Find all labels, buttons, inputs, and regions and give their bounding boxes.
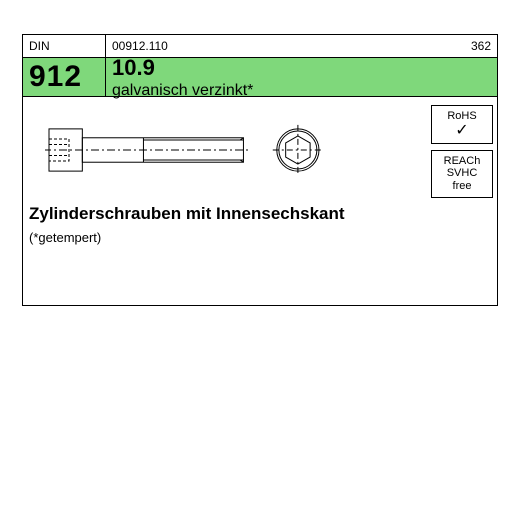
standard-label: DIN — [23, 35, 106, 57]
standard-number: 912 — [23, 58, 106, 96]
header-row-1: DIN 00912.110 362 — [23, 35, 497, 58]
product-card: DIN 00912.110 362 912 10.9 galvanisch ve… — [0, 0, 520, 520]
part-code: 00912.110 — [106, 35, 445, 57]
product-title: Zylinderschrauben mit Innensechskant — [23, 204, 497, 224]
bolt-drawing — [45, 115, 345, 185]
page-code: 362 — [445, 35, 497, 57]
material-cell: 10.9 galvanisch verzinkt* — [106, 58, 497, 96]
spec-sheet: DIN 00912.110 362 912 10.9 galvanisch ve… — [22, 34, 498, 306]
temper-note: (*getempert) — [23, 230, 497, 245]
drawing-area — [23, 97, 497, 192]
header-row-2: 912 10.9 galvanisch verzinkt* — [23, 58, 497, 97]
strength-grade: 10.9 — [112, 55, 155, 81]
